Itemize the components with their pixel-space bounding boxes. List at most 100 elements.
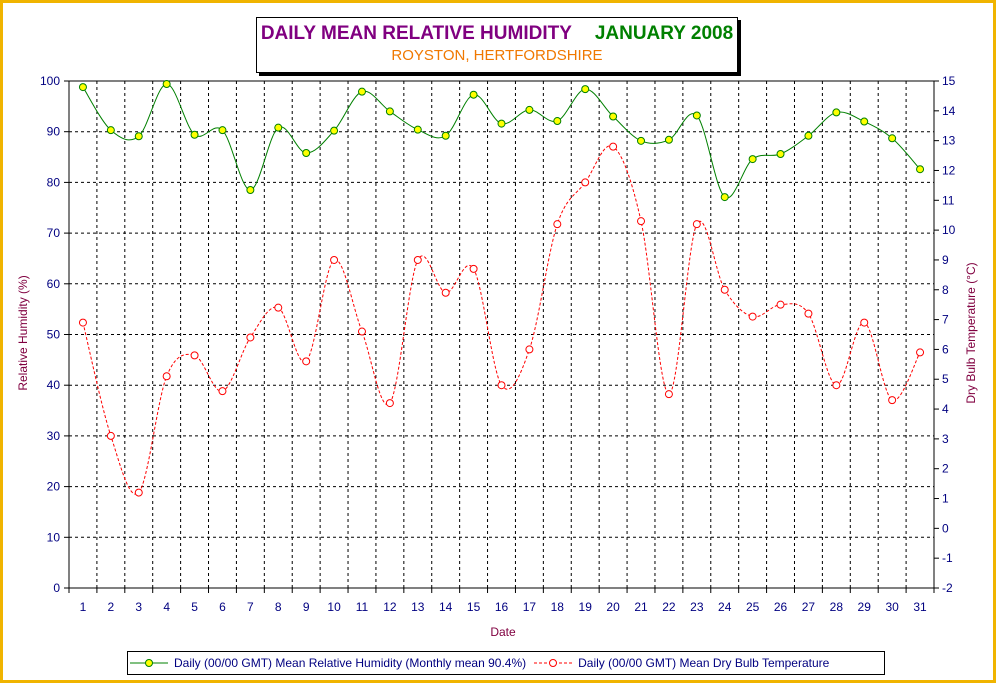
y-right-tick-label: 13 — [942, 134, 956, 148]
humidity-point — [832, 108, 841, 117]
series-lines — [78, 80, 925, 497]
x-tick-label: 31 — [913, 600, 927, 614]
humidity-point — [804, 131, 813, 140]
y-right-tick-label: -2 — [942, 581, 953, 595]
x-tick-label: 22 — [662, 600, 676, 614]
temperature-point — [274, 303, 283, 312]
humidity-point — [748, 155, 757, 164]
y-right-tick-label: 0 — [942, 521, 949, 535]
temperature-point — [246, 333, 255, 342]
temperature-point — [218, 387, 227, 396]
temperature-point — [720, 285, 729, 294]
humidity-point — [413, 125, 422, 134]
temperature-point — [748, 312, 757, 321]
legend-swatch-temperature — [534, 659, 573, 667]
y-left-tick-label: 10 — [47, 530, 61, 544]
humidity-point — [860, 117, 869, 126]
y-left-tick-label: 90 — [47, 125, 61, 139]
humidity-point — [525, 105, 534, 114]
y-right-tick-label: 12 — [942, 163, 956, 177]
x-tick-label: 18 — [551, 600, 565, 614]
x-tick-label: 4 — [163, 600, 170, 614]
y-left-tick-label: 30 — [47, 429, 61, 443]
temperature-point — [497, 381, 506, 390]
temperature-point — [692, 220, 701, 229]
humidity-point — [776, 150, 785, 159]
x-tick-label: 23 — [690, 600, 704, 614]
temperature-point — [413, 255, 422, 264]
x-tick-label: 28 — [830, 600, 844, 614]
grid-lines — [69, 80, 934, 588]
temperature-point — [441, 288, 450, 297]
y-right-tick-label: 6 — [942, 342, 949, 356]
x-tick-label: 30 — [885, 600, 899, 614]
x-axis-title: Date — [490, 625, 516, 639]
temperature-point — [525, 345, 534, 354]
y-right-tick-label: 9 — [942, 253, 949, 267]
chart-period: JANUARY 2008 — [594, 23, 734, 44]
y-right-tick-label: 7 — [942, 313, 949, 327]
x-tick-label: 24 — [718, 600, 732, 614]
x-tick-label: 9 — [303, 600, 310, 614]
y-right-tick-label: 4 — [942, 402, 949, 416]
humidity-point — [330, 126, 339, 135]
y-right-tick-label: 2 — [942, 462, 949, 476]
y-right-tick-label: 3 — [942, 432, 949, 446]
humidity-point — [469, 90, 478, 99]
humidity-point — [692, 111, 701, 120]
humidity-point — [78, 83, 87, 92]
y-left-tick-label: 70 — [47, 226, 61, 240]
x-tick-label: 13 — [411, 600, 425, 614]
temperature-point — [553, 220, 562, 229]
chart-title: DAILY MEAN RELATIVE HUMIDITY — [260, 23, 572, 44]
y-right-tick-label: 11 — [942, 193, 955, 207]
humidity-point — [916, 165, 925, 174]
humidity-point — [302, 148, 311, 157]
temperature-point — [776, 300, 785, 309]
x-tick-label: 3 — [135, 600, 142, 614]
temperature-point — [916, 348, 925, 357]
chart-subtitle: ROYSTON, HERTFORDSHIRE — [391, 47, 603, 64]
temperature-point — [832, 381, 841, 390]
temperature-point — [888, 396, 897, 405]
title-line: DAILY MEAN RELATIVE HUMIDITY JANUARY 200… — [257, 23, 737, 45]
x-tick-label: 17 — [523, 600, 537, 614]
humidity-point — [218, 126, 227, 135]
humidity-point — [609, 112, 618, 121]
y-right-tick-label: 5 — [942, 372, 949, 386]
x-tick-label: 2 — [108, 600, 115, 614]
chart-title-box: DAILY MEAN RELATIVE HUMIDITY JANUARY 200… — [256, 17, 738, 73]
humidity-point — [581, 85, 590, 94]
temperature-point — [637, 217, 646, 226]
humidity-point — [246, 186, 255, 195]
y-right-tick-label: 15 — [942, 74, 956, 88]
humidity-point — [106, 126, 115, 135]
humidity-point — [664, 135, 673, 144]
legend-entry-humidity: Daily (00/00 GMT) Mean Relative Humidity… — [128, 656, 526, 670]
x-tick-label: 20 — [606, 600, 620, 614]
y-left-tick-label: 0 — [53, 581, 60, 595]
y-right-tick-label: 8 — [942, 283, 949, 297]
x-tick-label: 14 — [439, 600, 453, 614]
legend-entry-temperature: Daily (00/00 GMT) Mean Dry Bulb Temperat… — [532, 656, 829, 670]
legend-swatch-humidity — [130, 659, 168, 667]
temperature-point — [357, 327, 366, 336]
temperature-point — [78, 318, 87, 327]
humidity-point — [162, 80, 171, 89]
axes: 0102030405060708090100-2-101234567891011… — [40, 74, 956, 614]
temperature-point — [385, 399, 394, 408]
y-right-tick-label: 14 — [942, 104, 956, 118]
x-tick-label: 26 — [774, 600, 788, 614]
x-tick-label: 27 — [802, 600, 816, 614]
humidity-point — [720, 193, 729, 202]
x-tick-label: 19 — [579, 600, 593, 614]
x-tick-label: 21 — [634, 600, 648, 614]
legend-label-temperature: Daily (00/00 GMT) Mean Dry Bulb Temperat… — [578, 656, 830, 670]
x-tick-label: 25 — [746, 600, 760, 614]
temperature-point — [190, 351, 199, 360]
x-tick-label: 1 — [80, 600, 87, 614]
humidity-point — [274, 123, 283, 132]
temperature-point — [162, 372, 171, 381]
humidity-point — [888, 134, 897, 143]
